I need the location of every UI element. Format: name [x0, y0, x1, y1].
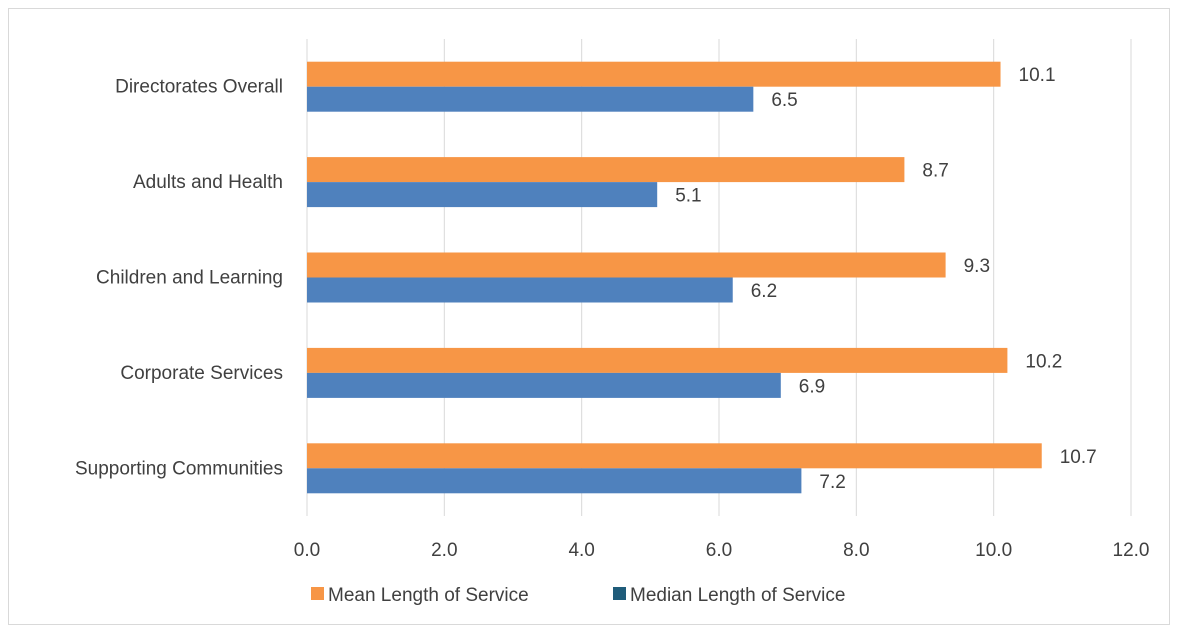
x-axis-ticks: 0.0 2.0 4.0 6.0 8.0 10.0 12.0	[294, 540, 1150, 561]
category-labels: Directorates Overall Adults and Health Chi…	[75, 77, 283, 480]
data-label: 6.9	[799, 376, 825, 397]
category-label: Adults and Health	[133, 172, 283, 193]
data-label: 10.7	[1060, 447, 1097, 468]
bar	[307, 277, 733, 303]
category-label: Corporate Services	[120, 363, 283, 384]
data-label: 6.5	[771, 90, 797, 111]
x-tick-label: 0.0	[294, 540, 320, 561]
bar	[307, 372, 781, 398]
bar	[307, 468, 802, 494]
bar	[307, 252, 946, 278]
x-tick-label: 10.0	[975, 540, 1012, 561]
data-labels: 10.1 6.5 8.7 5.1 9.3 6.2 10.2 6.9 10.7 7.2	[675, 65, 1097, 493]
data-label: 7.2	[819, 472, 845, 493]
x-tick-label: 8.0	[843, 540, 869, 561]
legend-swatch	[613, 587, 626, 600]
bar	[307, 86, 754, 112]
data-label: 10.1	[1019, 65, 1056, 86]
legend-swatch	[311, 587, 324, 600]
legend: Mean Length of Service Median Length of S…	[311, 585, 845, 606]
data-label: 8.7	[922, 161, 948, 182]
category-label: Children and Learning	[96, 268, 283, 289]
x-tick-label: 12.0	[1113, 540, 1150, 561]
x-tick-label: 6.0	[706, 540, 732, 561]
bar	[307, 182, 658, 208]
chart-area: Directorates Overall Adults and Health Chi…	[8, 8, 1170, 625]
data-label: 5.1	[675, 186, 701, 207]
bars	[307, 61, 1042, 494]
x-tick-label: 2.0	[431, 540, 457, 561]
bar	[307, 157, 905, 183]
legend-label: Median Length of Service	[630, 585, 845, 606]
category-label: Directorates Overall	[115, 77, 283, 98]
data-label: 10.2	[1025, 351, 1062, 372]
legend-label: Mean Length of Service	[328, 585, 529, 606]
data-label: 9.3	[964, 256, 990, 277]
bar	[307, 61, 1001, 87]
x-tick-label: 4.0	[568, 540, 594, 561]
data-label: 6.2	[751, 281, 777, 302]
bar	[307, 347, 1008, 373]
bar	[307, 443, 1042, 469]
category-label: Supporting Communities	[75, 458, 283, 479]
bar-chart: Directorates Overall Adults and Health Chi…	[75, 39, 1150, 606]
